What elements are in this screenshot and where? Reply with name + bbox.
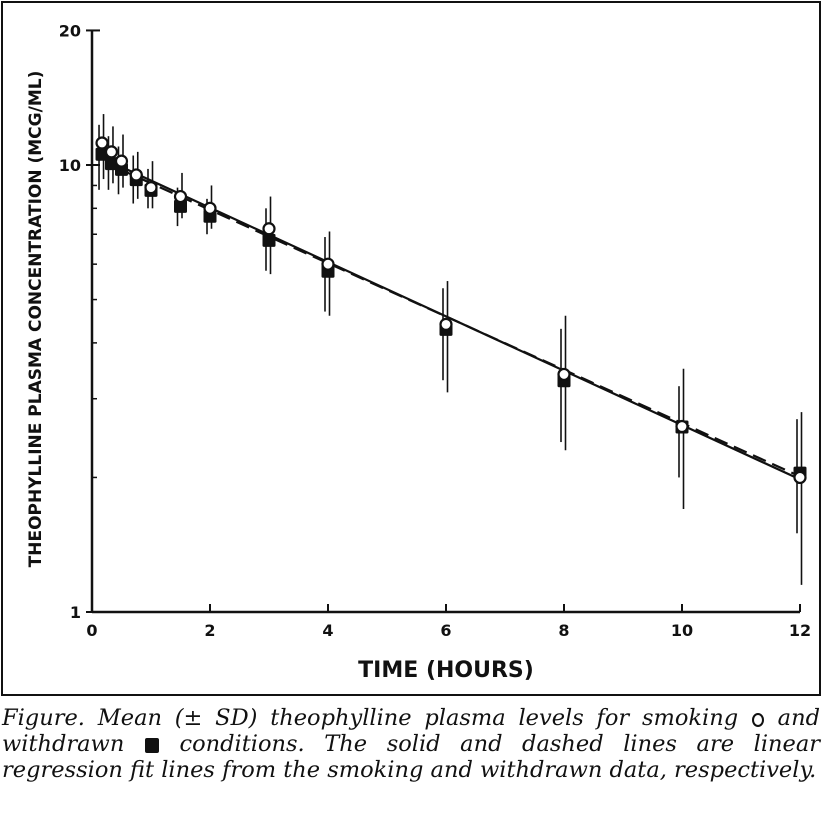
withdrawn-point [262, 233, 276, 247]
y-tick-label: 10 [59, 156, 81, 175]
withdrawn-point [174, 199, 187, 213]
caption-text-suffix: conditions. The solid and dashed lines a… [2, 731, 820, 783]
withdrawn-point [104, 157, 118, 171]
x-tick-label: 4 [322, 621, 333, 640]
smoking-point [675, 419, 689, 434]
data-markers [95, 136, 807, 485]
smoking-point [793, 470, 807, 485]
figure-frame: 1 10 20 0 2 4 6 8 10 12 TIME (HOURS) THEOPHYLLINE… [1, 1, 821, 696]
filled-square-icon [144, 738, 159, 753]
smoking-point [104, 145, 119, 159]
x-tick-label: 6 [440, 621, 451, 640]
smoking-point [439, 317, 453, 331]
smoking-point [321, 257, 335, 271]
caption-text-prefix: Figure. Mean (± SD) theophylline plasma … [2, 705, 751, 731]
y-tick-label: 20 [59, 21, 81, 40]
axes: 1 10 20 0 2 4 6 8 10 12 [59, 21, 811, 640]
smoking-point [95, 136, 109, 150]
smoking-point [173, 189, 188, 204]
open-circle-icon [751, 713, 764, 727]
error-bars [98, 114, 803, 585]
x-tick-label: 10 [671, 621, 693, 640]
smoking-point [203, 201, 217, 215]
chart-plot: 1 10 20 0 2 4 6 8 10 12 TIME (HOURS) THEOPHYLLINE… [26, 21, 811, 683]
x-axis-label: TIME (HOURS) [358, 658, 534, 683]
x-tick-label: 0 [86, 621, 97, 640]
smoking-point [262, 222, 276, 236]
x-tick-label: 12 [789, 621, 811, 640]
smoking-point [129, 168, 143, 182]
smoking-point [144, 181, 158, 195]
smoking-point [557, 367, 571, 382]
fit-lines [121, 165, 801, 481]
y-axis-label: THEOPHYLLINE PLASMA CONCENTRATION (MCG/M… [26, 71, 46, 568]
caption-text-middle: and withdrawn [2, 705, 820, 757]
x-tick-label: 2 [204, 621, 215, 640]
smoking-fit-line [121, 165, 801, 481]
smoking-point [114, 154, 129, 168]
x-tick-label: 8 [558, 621, 569, 640]
y-tick-label: 1 [70, 603, 81, 622]
figure-caption: Figure. Mean (± SD) theophylline plasma … [2, 705, 820, 783]
